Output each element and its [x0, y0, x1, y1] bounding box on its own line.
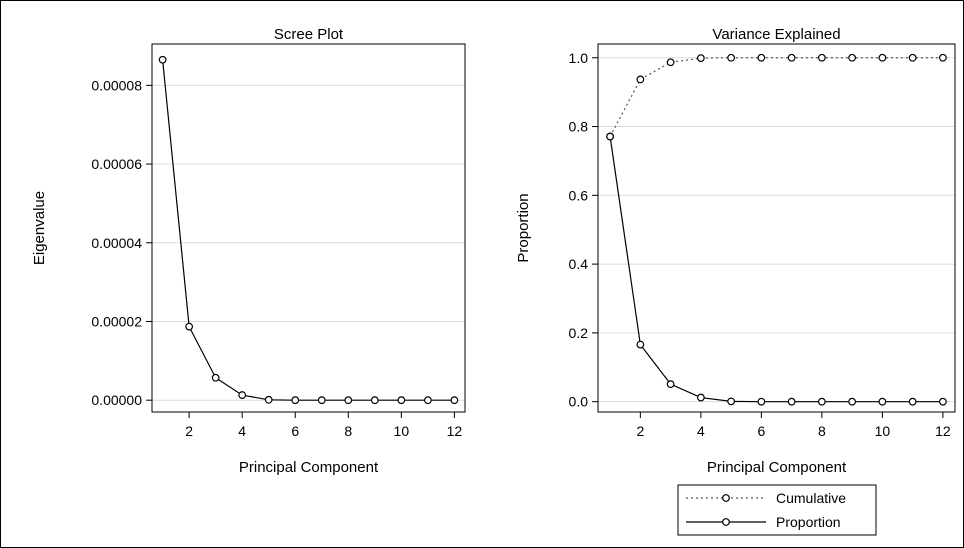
- scree-plot-border: [151, 43, 466, 413]
- scree-eigenvalue-point: [211, 373, 220, 382]
- variance-proportion-point: [666, 380, 675, 389]
- scree-eigenvalue-point: [238, 391, 247, 399]
- variance-cumulative-point: [878, 53, 887, 62]
- legend-cumulative-label: Cumulative: [776, 490, 846, 506]
- legend-box: [677, 484, 877, 536]
- scree-eigenvalue-line: [162, 59, 455, 401]
- variance-x-tick-label: 12: [935, 423, 951, 439]
- variance-cumulative-point: [727, 53, 736, 62]
- scree-y-tick-label: 0.00002: [91, 313, 142, 329]
- variance-proportion-point: [757, 397, 766, 406]
- variance-plot-border: [597, 43, 956, 413]
- scree-chart-title: Scree Plot: [274, 26, 344, 43]
- variance-cumulative-point: [938, 53, 947, 62]
- scree-eigenvalue-point: [291, 396, 300, 405]
- variance-panel: Variance Explained 0.0 0.2 0.4 0.6 0.8 1.0 2 4 6 8…: [515, 26, 956, 536]
- variance-y-tick-label: 0.2: [569, 325, 589, 341]
- variance-cumulative-point: [848, 53, 857, 62]
- variance-proportion-point: [908, 397, 917, 406]
- scree-panel: Scree Plot 0.00000 0.00002 0.00004 0.00006 0.…: [31, 26, 466, 476]
- scree-x-axis-label: Principal Component: [239, 459, 379, 476]
- scree-y-tick-label: 0.00000: [91, 392, 142, 408]
- legend-proportion-marker: [722, 518, 730, 526]
- scree-eigenvalue-point: [397, 396, 406, 405]
- variance-y-tick-label: 0.8: [569, 119, 589, 135]
- scree-x-tick-label: 12: [447, 423, 463, 439]
- variance-x-tick-label: 8: [818, 423, 826, 439]
- variance-y-tick-label: 0.0: [569, 394, 589, 410]
- variance-proportion-point: [848, 397, 857, 406]
- scree-eigenvalue-point: [450, 396, 459, 405]
- scree-x-tick-label: 10: [394, 423, 410, 439]
- variance-cumulative-point: [908, 53, 917, 62]
- variance-proportion-point: [878, 397, 887, 406]
- scree-eigenvalue-point: [264, 395, 273, 404]
- variance-cumulative-point: [817, 53, 826, 62]
- variance-proportion-point: [727, 397, 736, 406]
- scree-x-tick-label: 6: [291, 423, 299, 439]
- variance-y-tick-label: 0.4: [569, 256, 589, 272]
- variance-proportion-point: [817, 397, 826, 406]
- variance-chart-title: Variance Explained: [712, 26, 840, 43]
- scree-x-tick-label: 4: [238, 423, 246, 439]
- variance-y-axis-label: Proportion: [515, 193, 532, 262]
- scree-eigenvalue-point: [158, 55, 167, 64]
- variance-cumulative-point: [757, 53, 766, 62]
- scree-y-tick-label: 0.00004: [91, 235, 142, 251]
- variance-proportion-point: [696, 393, 705, 402]
- variance-proportion-point: [787, 397, 796, 406]
- scree-eigenvalue-point: [317, 396, 326, 405]
- variance-x-tick-label: 4: [697, 423, 705, 439]
- scree-x-tick-label: 2: [185, 423, 193, 439]
- scree-x-tick-label: 8: [344, 423, 352, 439]
- legend-proportion-label: Proportion: [776, 514, 841, 530]
- variance-x-axis-label: Principal Component: [707, 459, 847, 476]
- variance-x-tick-label: 10: [875, 423, 891, 439]
- variance-proportion-point: [606, 132, 615, 141]
- scree-y-tick-label: 0.00006: [91, 156, 142, 172]
- variance-cumulative-point: [666, 58, 675, 67]
- scree-eigenvalue-point: [370, 396, 379, 405]
- variance-proportion-line: [609, 136, 943, 403]
- scree-eigenvalue-point: [423, 396, 432, 405]
- scree-eigenvalue-point: [344, 396, 353, 405]
- variance-cumulative-point: [696, 54, 705, 63]
- variance-x-tick-label: 6: [757, 423, 765, 439]
- variance-cumulative-point: [636, 75, 645, 84]
- variance-x-tick-label: 2: [636, 423, 644, 439]
- variance-y-tick-label: 1.0: [569, 50, 589, 66]
- variance-cumulative-point: [787, 53, 796, 62]
- scree-eigenvalue-point: [185, 322, 194, 331]
- legend-cumulative-marker: [722, 494, 730, 502]
- scree-y-axis-label: Eigenvalue: [31, 191, 48, 265]
- variance-cumulative-line: [609, 57, 943, 137]
- scree-y-tick-label: 0.00008: [91, 77, 142, 93]
- variance-y-tick-label: 0.6: [569, 187, 589, 203]
- variance-proportion-point: [938, 397, 947, 406]
- variance-proportion-point: [636, 340, 645, 349]
